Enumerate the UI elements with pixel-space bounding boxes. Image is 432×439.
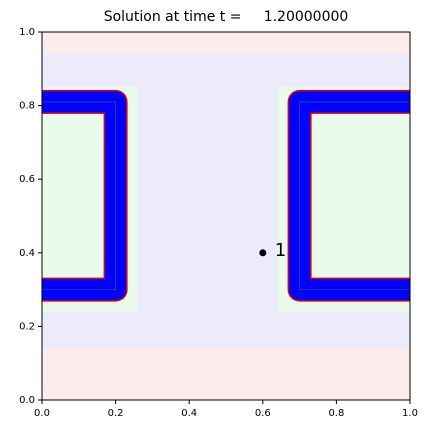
curve-centerline	[42, 101, 116, 290]
y-tick-label: 0.8	[19, 101, 35, 112]
y-tick-label: 1.0	[19, 27, 35, 38]
y-tick-label: 0.4	[19, 248, 35, 259]
x-tick-label: 0.4	[181, 408, 197, 419]
plot-frame	[41, 31, 411, 401]
y-tick-label: 0.6	[19, 174, 35, 185]
y-tick-label: 0.2	[19, 321, 35, 332]
point-label: 1	[275, 240, 286, 261]
point	[259, 249, 267, 257]
x-tick-label: 0.0	[34, 408, 50, 419]
chart-title: Solution at time t = 1.20000000	[104, 9, 349, 25]
x-tick-label: 0.8	[328, 408, 344, 419]
x-tick-label: 0.6	[255, 408, 271, 419]
x-tick-label: 0.2	[108, 408, 124, 419]
curve-centerline	[299, 101, 410, 290]
x-tick-label: 1.0	[402, 408, 418, 419]
y-tick-label: 0.0	[19, 395, 35, 406]
